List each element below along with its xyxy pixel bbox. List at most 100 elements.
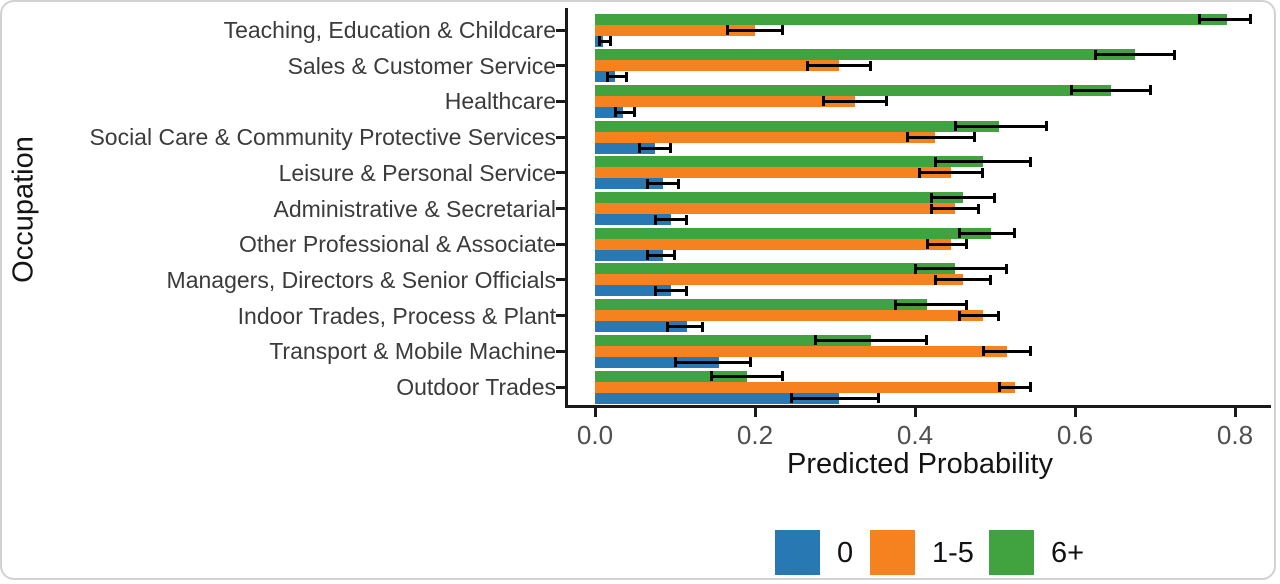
error-bar-cap-left [806,60,809,71]
error-bar-cap-right [685,285,688,296]
error-bar-cap-left [914,263,917,274]
y-axis-tick [556,242,565,246]
error-bar-cap-left [930,203,933,214]
error-bar [807,64,871,68]
bar [595,142,655,154]
error-bar [955,124,1047,128]
x-axis-line [565,405,1271,408]
bar [595,310,983,322]
error-bar [655,289,687,293]
bar [595,321,687,333]
error-bar [607,75,627,79]
error-bar-cap-left [674,357,677,368]
error-bar [931,207,979,210]
error-bar-cap-right [781,25,784,35]
error-bar-cap-right [625,71,628,82]
error-bar-cap-left [1070,85,1073,96]
x-axis-tick [1073,408,1077,417]
bar [595,24,755,36]
legend-label: 6+ [1051,537,1085,569]
error-bar [727,28,783,32]
error-bar-cap-left [654,214,657,225]
error-bar-cap-right [669,143,672,154]
error-bar-cap-left [646,178,649,189]
bar [595,203,955,214]
error-bar [667,325,703,329]
error-bar-cap-right [965,299,968,310]
category-label: Indoor Trades, Process & Plant [237,302,556,329]
error-bar-cap-left [958,228,961,239]
error-bar [815,338,927,342]
bar [595,84,1111,96]
bar [595,167,951,179]
error-bar-cap-left [606,71,609,82]
error-bar-cap-left [926,239,929,250]
error-bar-cap-right [1029,346,1032,357]
error-bar-cap-right [1013,228,1016,239]
error-bar [935,278,991,282]
error-bar-cap-right [701,321,704,332]
y-axis-tick [556,207,565,210]
error-bar-cap-left [934,274,937,285]
x-axis-tick [753,408,757,417]
error-bar [599,39,611,43]
error-bar-cap-left [790,393,793,403]
error-bar-cap-right [965,239,968,250]
bar [595,178,663,190]
error-bar [959,314,999,318]
bar [595,13,1227,25]
error-bar [931,196,995,199]
error-bar-cap-right [1173,49,1176,60]
error-bar-cap-right [1029,156,1032,167]
error-bar-cap-right [1249,14,1252,24]
error-bar-cap-right [633,107,636,118]
x-axis-tick [913,408,917,417]
error-bar [935,160,1031,164]
error-bar [791,396,879,400]
error-bar-cap-left [1094,49,1097,60]
y-axis-tick [556,99,565,103]
category-label: Sales & Customer Service [287,52,556,79]
error-bar [675,360,751,364]
error-bar-cap-left [958,310,961,321]
bar [595,49,1135,61]
bar [595,227,991,239]
x-tick-label: 0.6 [1056,420,1094,450]
y-axis-tick [556,278,565,282]
bar [595,238,951,250]
error-bar-cap-right [925,335,928,346]
bar [595,60,839,72]
error-bar-cap-right [993,192,996,203]
error-bar-cap-left [646,250,649,261]
legend-label: 1-5 [932,537,974,569]
category-label: Managers, Directors & Senior Officials [166,266,556,293]
x-tick-label: 0.0 [576,420,614,450]
x-tick-label: 0.8 [1216,420,1254,450]
x-axis-title: Predicted Probability [787,448,1053,480]
error-bar-cap-right [989,274,992,285]
y-axis-tick [556,171,565,175]
error-bar-cap-left [906,132,909,143]
y-axis-tick [556,135,565,139]
error-bar-cap-left [710,371,713,381]
error-bar-cap-right [1045,121,1048,132]
error-bar-cap-left [1198,14,1201,24]
x-tick-label: 0.4 [896,420,934,450]
category-label: Healthcare [444,88,556,115]
error-bar [655,218,687,221]
error-bar-cap-right [609,36,612,46]
error-bar-cap-left [638,143,641,154]
category-label: Outdoor Trades [396,374,556,400]
error-bar-cap-left [894,299,897,310]
bar [595,356,719,368]
y-axis-tick [556,385,565,389]
bar [595,192,963,203]
category-label: Administrative & Secretarial [273,195,557,222]
bar [595,249,663,261]
y-axis-tick [556,28,565,32]
legend-label: 0 [837,537,854,569]
bar [595,120,999,132]
error-bar-cap-left [726,25,729,35]
error-bar-cap-left [930,192,933,203]
